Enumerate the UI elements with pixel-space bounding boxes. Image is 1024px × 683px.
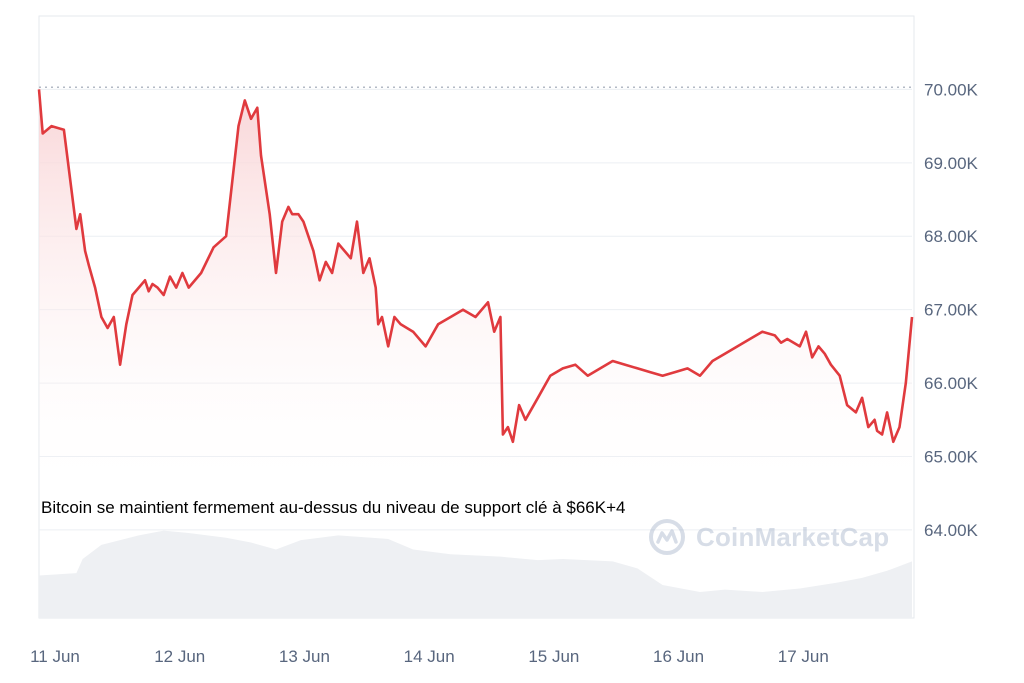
volume-area [39,530,912,618]
y-tick-label: 66.00K [924,374,979,393]
y-tick-label: 68.00K [924,227,979,246]
chart-caption: Bitcoin se maintient fermement au-dessus… [41,498,626,518]
coinmarketcap-logo-icon [649,519,685,555]
y-tick-label: 70.00K [924,80,979,99]
x-tick-label: 13 Jun [279,647,330,666]
x-axis: 11 Jun 12 Jun 13 Jun 14 Jun 15 Jun 16 Jun 17 J… [30,647,829,666]
watermark: CoinMarketCap [648,518,889,556]
y-axis: 70.00K 69.00K 68.00K 67.00K 66.00K 65.00K 64.0… [924,80,979,539]
x-tick-label: 12 Jun [154,647,205,666]
x-tick-label: 11 Jun [30,647,80,666]
price-line [37,89,914,444]
y-tick-label: 65.00K [924,447,979,466]
price-fill [39,89,912,501]
y-tick-label: 69.00K [924,154,979,173]
price-series-line [37,89,914,444]
watermark-text: CoinMarketCap [696,521,890,552]
x-tick-label: 15 Jun [528,647,579,666]
x-tick-label: 14 Jun [404,647,455,666]
x-tick-label: 17 Jun [778,647,829,666]
x-tick-label: 16 Jun [653,647,704,666]
y-tick-label: 64.00K [924,521,979,540]
y-tick-label: 67.00K [924,301,979,320]
volume-shape [39,530,912,618]
price-area [39,89,912,501]
